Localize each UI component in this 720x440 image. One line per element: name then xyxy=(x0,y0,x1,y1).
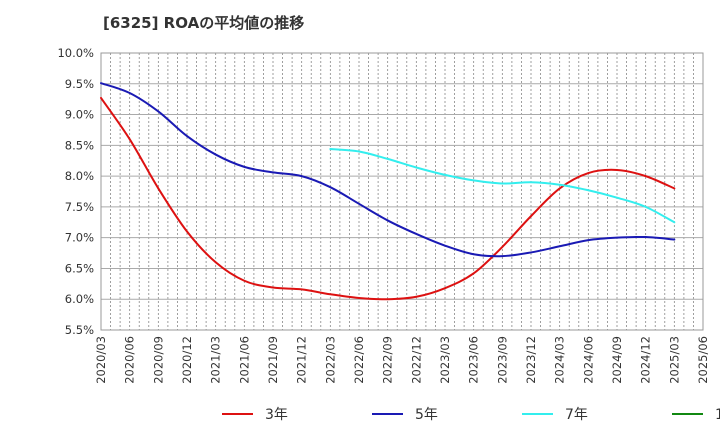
series-line-5年 xyxy=(100,82,676,258)
x-axis-ticks: 2020/03 2020/06 2020/09 2020/12 2021/03 2021/… xyxy=(94,336,710,384)
x-tick-label: 2020/03 xyxy=(94,336,108,384)
legend-label: 10年 xyxy=(715,407,720,423)
x-tick-label: 2024/09 xyxy=(610,336,624,384)
x-tick-label: 2020/09 xyxy=(151,336,165,384)
x-tick-label: 2023/03 xyxy=(438,336,452,384)
x-tick-label: 2021/03 xyxy=(209,336,223,384)
x-tick-label: 2022/06 xyxy=(352,336,366,384)
legend-label: 5年 xyxy=(415,407,438,423)
y-tick-label: 8.0% xyxy=(65,169,94,183)
y-tick-label: 7.5% xyxy=(65,200,94,214)
x-tick-label: 2020/06 xyxy=(123,336,137,384)
y-tick-label: 5.5% xyxy=(65,323,94,337)
y-tick-label: 9.5% xyxy=(65,77,94,91)
x-tick-label: 2025/06 xyxy=(696,336,710,384)
series-lines xyxy=(100,82,676,301)
y-tick-label: 10.0% xyxy=(57,46,94,60)
grid xyxy=(100,52,704,331)
x-tick-label: 2022/03 xyxy=(323,336,337,384)
x-tick-label: 2021/09 xyxy=(266,336,280,384)
x-tick-label: 2024/03 xyxy=(553,336,567,384)
x-tick-label: 2023/09 xyxy=(495,336,509,384)
x-tick-label: 2025/03 xyxy=(667,336,681,384)
legend-label: 3年 xyxy=(265,407,288,423)
legend-label: 7年 xyxy=(565,407,588,423)
x-tick-label: 2021/06 xyxy=(237,336,251,384)
y-tick-label: 8.5% xyxy=(65,138,94,152)
chart-title: [6325] ROAの平均値の推移 xyxy=(103,14,305,32)
x-tick-label: 2023/12 xyxy=(524,336,538,384)
y-tick-label: 6.5% xyxy=(65,261,94,275)
x-tick-label: 2023/06 xyxy=(467,336,481,384)
y-tick-label: 7.0% xyxy=(65,231,94,245)
series-line-3年 xyxy=(100,96,676,301)
x-tick-label: 2021/12 xyxy=(295,336,309,384)
x-tick-label: 2024/12 xyxy=(639,336,653,384)
y-tick-label: 6.0% xyxy=(65,292,94,306)
x-tick-label: 2020/12 xyxy=(180,336,194,384)
y-axis-ticks: 10.0% 9.5% 9.0% 8.5% 8.0% 7.5% 7.0% 6.5% 6.0% 5.5… xyxy=(57,46,94,337)
x-tick-label: 2024/06 xyxy=(581,336,595,384)
x-tick-label: 2022/12 xyxy=(409,336,423,384)
y-tick-label: 9.0% xyxy=(65,108,94,122)
series-line-7年 xyxy=(329,148,676,224)
legend: 3年 5年 7年 10年 xyxy=(222,407,720,423)
plot-frame xyxy=(100,52,704,331)
x-tick-label: 2022/09 xyxy=(381,336,395,384)
